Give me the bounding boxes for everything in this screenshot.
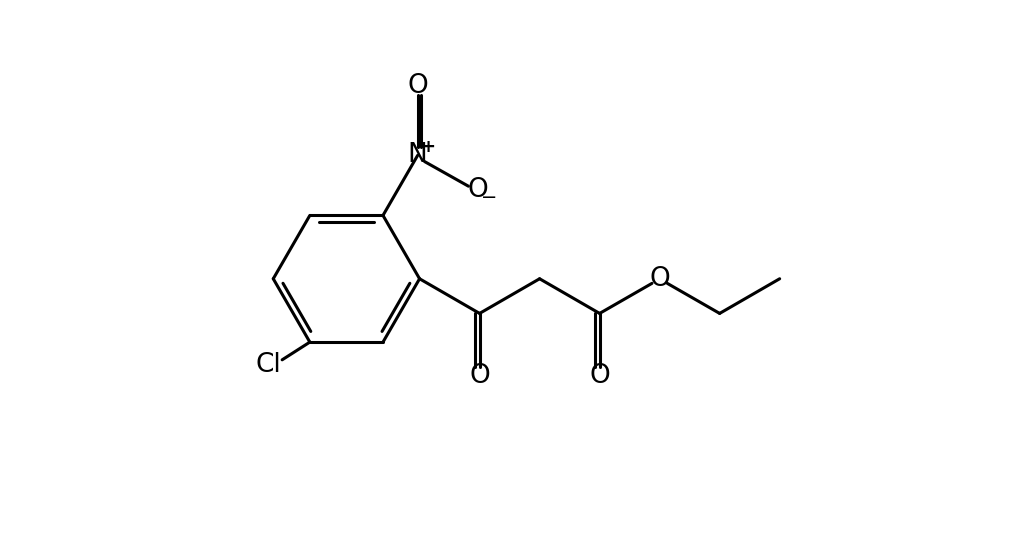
Text: O: O — [467, 177, 488, 203]
Text: −: − — [481, 188, 498, 207]
Text: O: O — [649, 266, 670, 292]
Text: O: O — [589, 363, 610, 389]
Text: O: O — [407, 73, 428, 99]
Text: N: N — [407, 142, 428, 168]
Text: Cl: Cl — [255, 352, 281, 378]
Text: O: O — [469, 363, 490, 389]
Text: +: + — [421, 138, 435, 156]
